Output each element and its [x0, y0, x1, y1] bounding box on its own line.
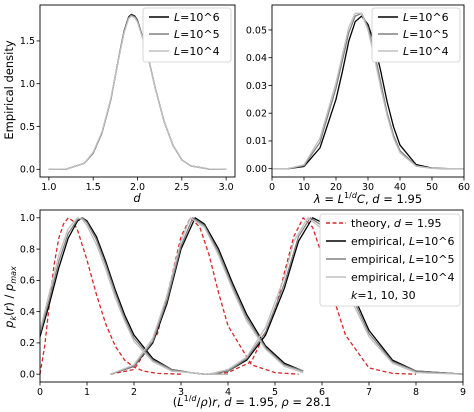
- x-tick-label: 9: [460, 387, 466, 398]
- legend-label: L=10^6: [174, 11, 220, 24]
- x-tick-label: 5: [272, 387, 278, 398]
- series-1-line-0: [39, 217, 228, 375]
- x-tick-label: 4: [225, 387, 231, 398]
- profile-legend: theory, d = 1.95 empirical, L=10^6 empiric…: [319, 213, 461, 307]
- x-tick-label: 1.0: [41, 182, 56, 193]
- profile-ticks: 0 1 2 3 4 5 6 7 8 9 0.0 0.2 0.4 0.6 0.8 1.0: [20, 213, 466, 398]
- x-tick-label: 50: [426, 182, 438, 193]
- profile-lines: [39, 217, 464, 375]
- x-tick-label: 10: [298, 182, 310, 193]
- x-tick-label: 2.0: [130, 182, 145, 193]
- y-tick-label: 1.0: [20, 79, 35, 90]
- density-d-ticks: 1.0 1.5 2.0 2.5 3.0 0.0 0.5 1.0 1.5: [20, 36, 234, 193]
- legend-box: [142, 7, 232, 63]
- legend-box: [319, 213, 461, 307]
- legend-label: empirical, L=10^5: [351, 253, 455, 266]
- series-1-line-2: [209, 217, 464, 375]
- y-tick-label: 0.0: [20, 369, 35, 380]
- y-tick-label: 0.05: [246, 25, 267, 36]
- density-lambda-xlabel: λ = L1/dC, d = 1.95: [313, 191, 422, 206]
- y-tick-label: 0.4: [20, 307, 35, 318]
- x-tick-label: 0: [37, 387, 43, 398]
- x-tick-label: 40: [394, 182, 406, 193]
- y-tick-label: 1.0: [20, 213, 35, 224]
- series-2-line-2: [209, 217, 464, 375]
- y-tick-label: 1.5: [20, 36, 35, 47]
- x-tick-label: 3.0: [219, 182, 234, 193]
- y-tick-label: 0.8: [20, 244, 35, 255]
- legend-box: [371, 7, 461, 63]
- density-d-frame: [39, 4, 236, 178]
- y-tick-label: 0.00: [246, 164, 267, 175]
- y-tick-label: 0.5: [20, 122, 35, 133]
- legend-label: L=10^5: [174, 28, 220, 41]
- density-lambda-ticks: 0 10 20 30 40 50 60 0.00 0.01 0.02 0.03 0.04 0.05: [246, 25, 470, 193]
- panel-density-d: 1.0 1.5 2.0 2.5 3.0 0.0 0.5 1.0 1.5 d Empirical …: [2, 4, 236, 205]
- panel-density-lambda: 0 10 20 30 40 50 60 0.00 0.01 0.02 0.03 0.04 0.05 λ …: [246, 4, 470, 206]
- x-tick-label: 7: [366, 387, 372, 398]
- legend-label: L=10^5: [403, 28, 449, 41]
- y-tick-label: 0.02: [246, 108, 267, 119]
- y-tick-label: 0.01: [246, 136, 267, 147]
- series-3-line-0: [39, 217, 228, 375]
- density-d-xlabel: d: [133, 191, 141, 205]
- legend-label: theory, d = 1.95: [351, 217, 442, 230]
- y-tick-label: 0.03: [246, 81, 267, 92]
- x-tick-label: 0: [269, 182, 275, 193]
- series-2-line-0: [272, 12, 464, 170]
- x-tick-label: 8: [413, 387, 419, 398]
- x-tick-label: 3: [178, 387, 184, 398]
- x-tick-label: 1.5: [86, 182, 101, 193]
- panel-normalized-profile: 0 1 2 3 4 5 6 7 8 9 0.0 0.2 0.4 0.6 0.8 1.0 (L1/d/ρ)r, …: [2, 209, 466, 409]
- series-1-line-1: [110, 217, 304, 375]
- legend-label: empirical, L=10^4: [351, 271, 455, 284]
- density-lambda-legend: L=10^6 L=10^5 L=10^4: [371, 7, 461, 63]
- x-tick-label: 30: [362, 182, 374, 193]
- x-tick-label: 1: [84, 387, 90, 398]
- series-0-line-0: [39, 217, 182, 375]
- x-tick-label: 60: [458, 182, 470, 193]
- profile-frame: [39, 209, 464, 383]
- density-lambda-lines: [272, 12, 464, 170]
- density-d-ylabel: Empirical density: [2, 40, 16, 139]
- y-tick-label: 0.04: [246, 53, 267, 64]
- series-3-line-1: [110, 217, 304, 375]
- x-tick-label: 2: [131, 387, 137, 398]
- legend-label: L=10^4: [174, 45, 220, 58]
- series-2-line-0: [48, 15, 227, 170]
- profile-ylabel: pk(r) / pmax: [2, 266, 18, 329]
- series-0-line-0: [272, 15, 464, 170]
- x-tick-label: 20: [330, 182, 342, 193]
- density-d-lines: [48, 13, 227, 170]
- legend-annotation: k=1, 10, 30: [351, 289, 416, 302]
- legend-label: empirical, L=10^6: [351, 235, 455, 248]
- series-2-line-1: [110, 217, 304, 375]
- density-lambda-frame: [271, 4, 465, 178]
- series-3-line-2: [209, 217, 464, 375]
- legend-label: L=10^6: [403, 11, 449, 24]
- profile-xlabel: (L1/d/ρ)r, d = 1.95, ρ = 28.1: [173, 394, 332, 409]
- series-2-line-0: [39, 217, 228, 375]
- density-d-legend: L=10^6 L=10^5 L=10^4: [142, 7, 232, 63]
- series-0-line-1: [110, 217, 299, 375]
- legend-label: L=10^4: [403, 45, 449, 58]
- y-tick-label: 0.2: [20, 338, 35, 349]
- y-tick-label: 0.0: [20, 165, 35, 176]
- x-tick-label: 2.5: [174, 182, 189, 193]
- y-tick-label: 0.6: [20, 276, 35, 287]
- x-tick-label: 6: [319, 387, 325, 398]
